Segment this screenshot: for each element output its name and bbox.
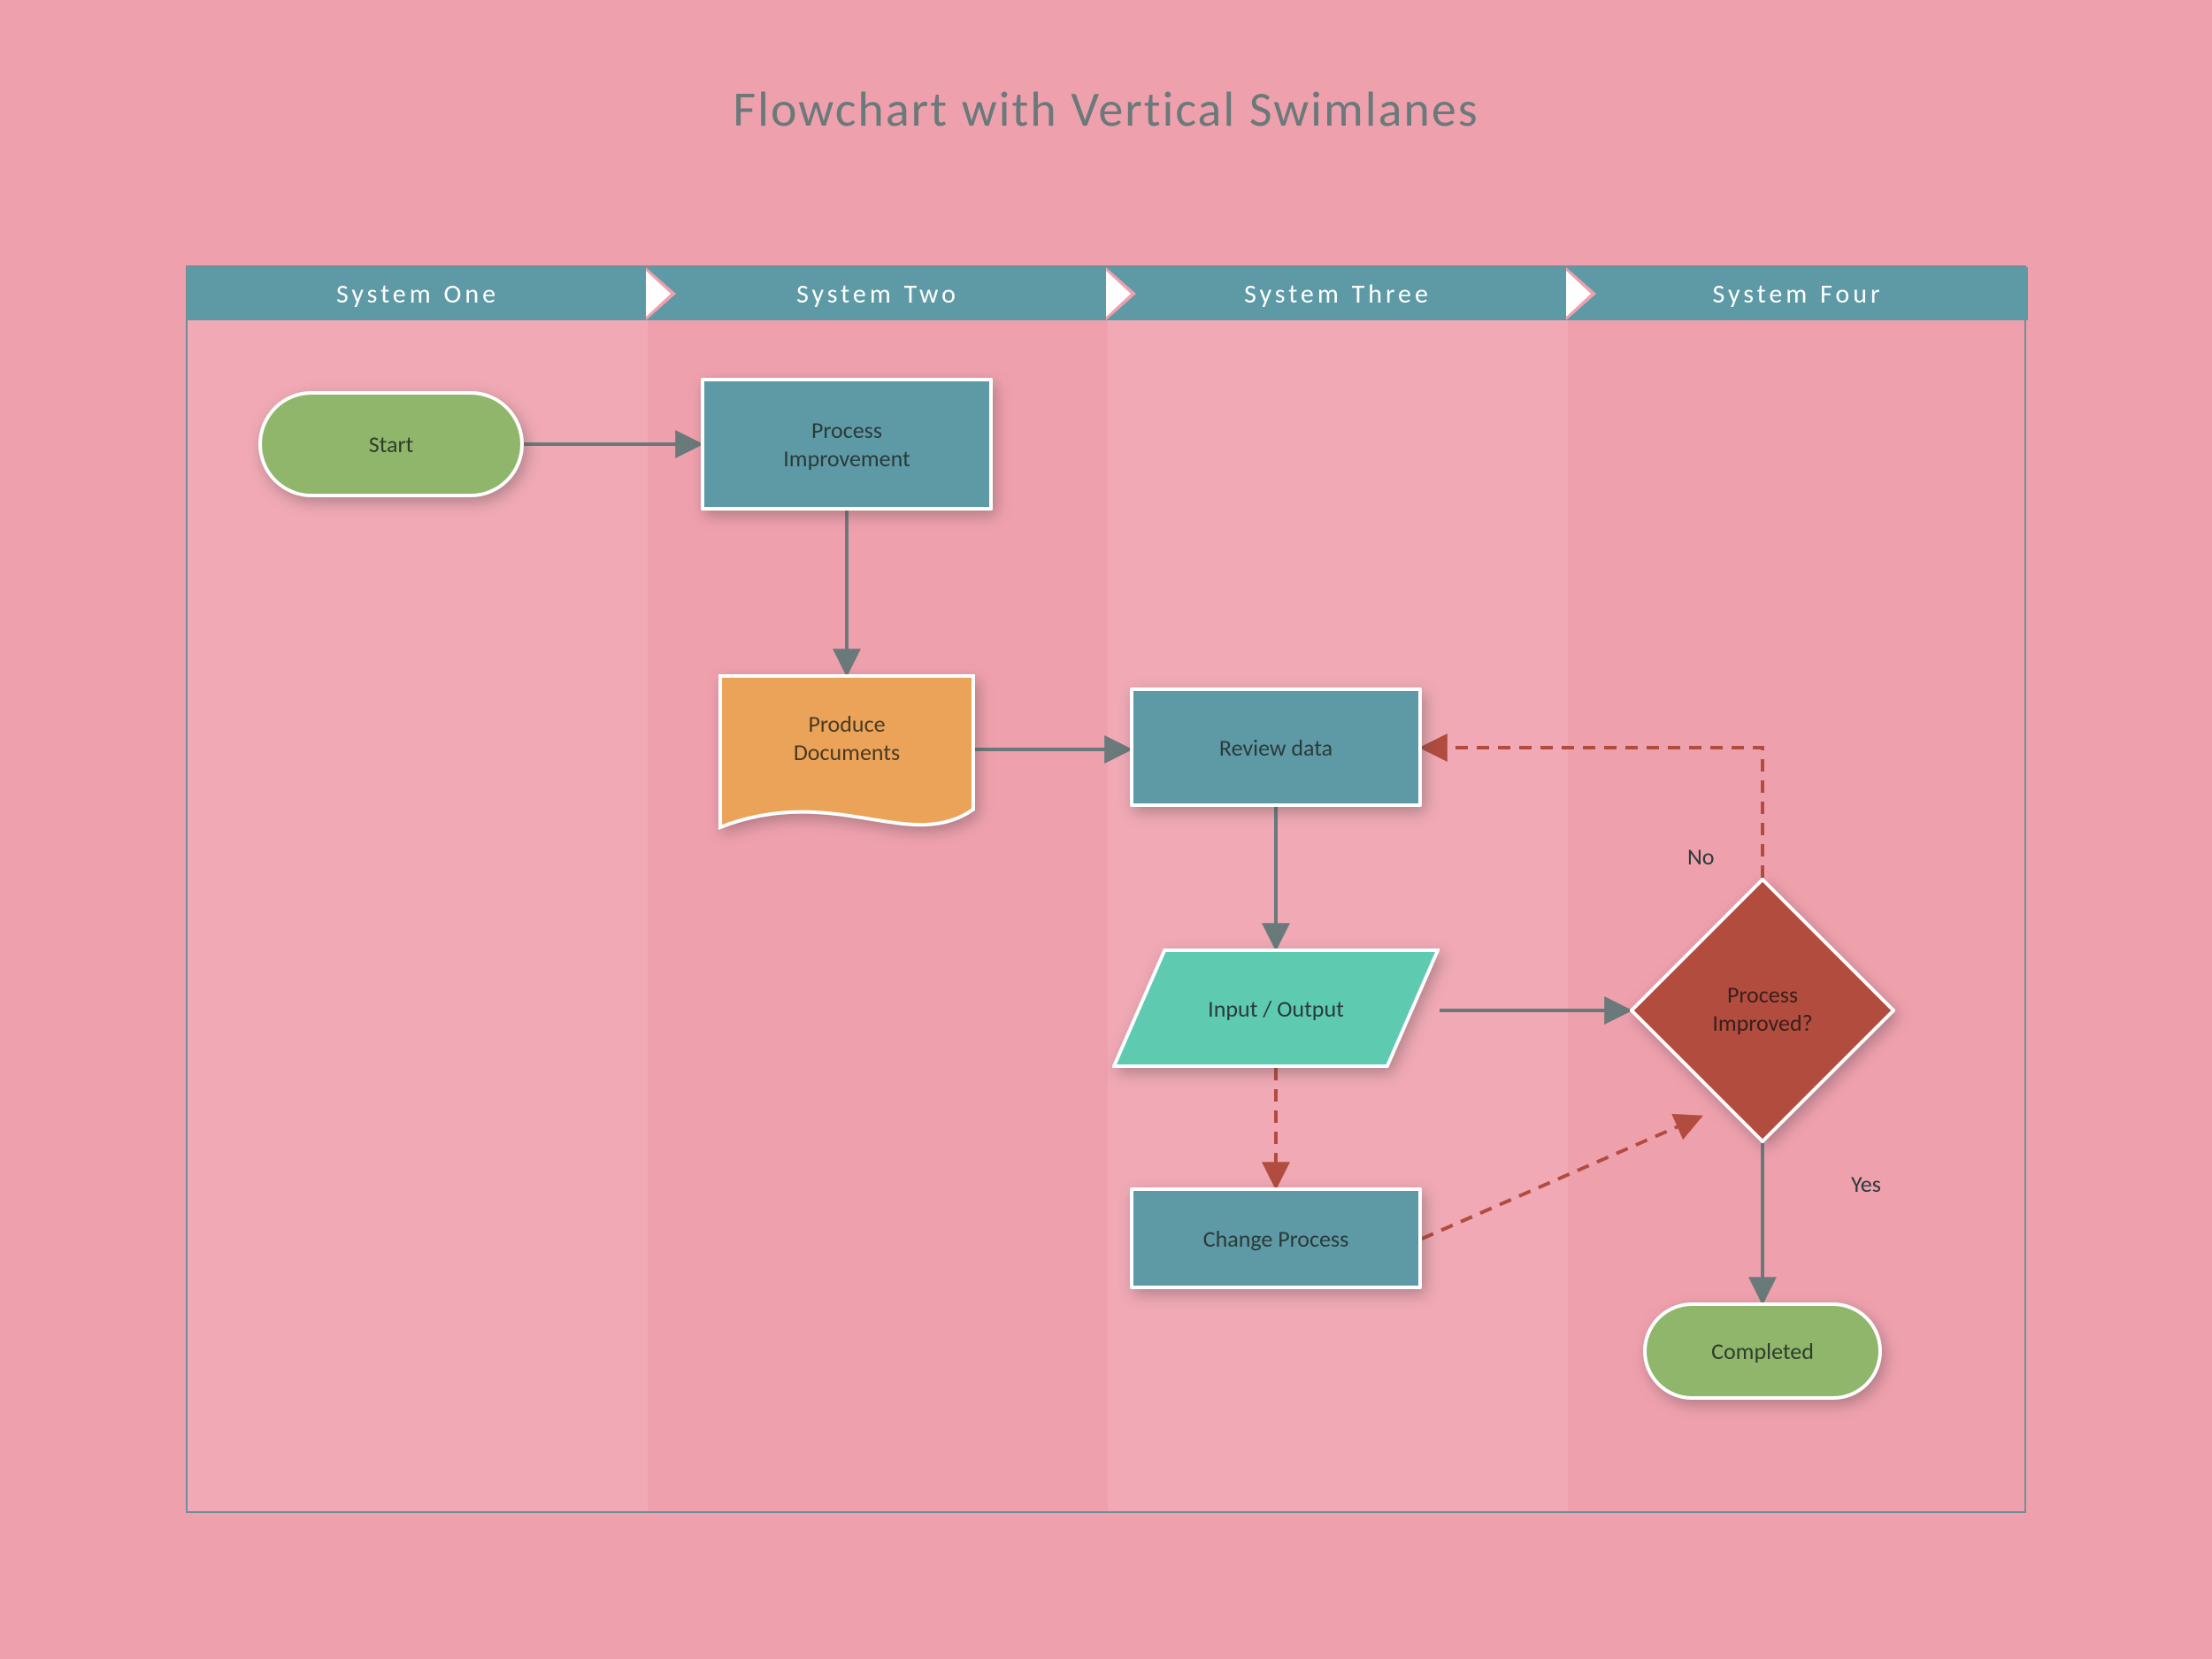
edge-label-no: No (1687, 842, 1715, 871)
label-text: Yes (1851, 1170, 1881, 1198)
label-text: No (1687, 842, 1715, 871)
input-output-parallelogram: Input / Output (1112, 949, 1440, 1068)
decision-diamond: ProcessImproved? (1630, 878, 1895, 1143)
node-label: Start (369, 430, 414, 458)
node-label: ProduceDocuments (718, 710, 975, 766)
node-label: Review data (1219, 733, 1333, 762)
page: Flowchart with Vertical Swimlanes System… (0, 0, 2212, 1659)
change-process-box: Change Process (1130, 1187, 1422, 1289)
completed-terminator: Completed (1643, 1302, 1882, 1400)
node-label: ProcessImprovement (783, 416, 910, 472)
node-label: Input / Output (1208, 995, 1344, 1023)
edge-label-yes: Yes (1851, 1170, 1881, 1198)
process-improvement-box: ProcessImprovement (701, 378, 993, 511)
swimlane-canvas: System One System Two System Three Syste… (186, 265, 2026, 1513)
start-terminator: Start (258, 391, 524, 497)
review-data-box: Review data (1130, 687, 1422, 807)
page-title: Flowchart with Vertical Swimlanes (0, 80, 2212, 140)
node-label: Completed (1711, 1337, 1814, 1365)
node-label: Change Process (1203, 1225, 1349, 1253)
node-label: ProcessImproved? (1630, 980, 1895, 1037)
produce-documents-doc: ProduceDocuments (718, 674, 975, 833)
